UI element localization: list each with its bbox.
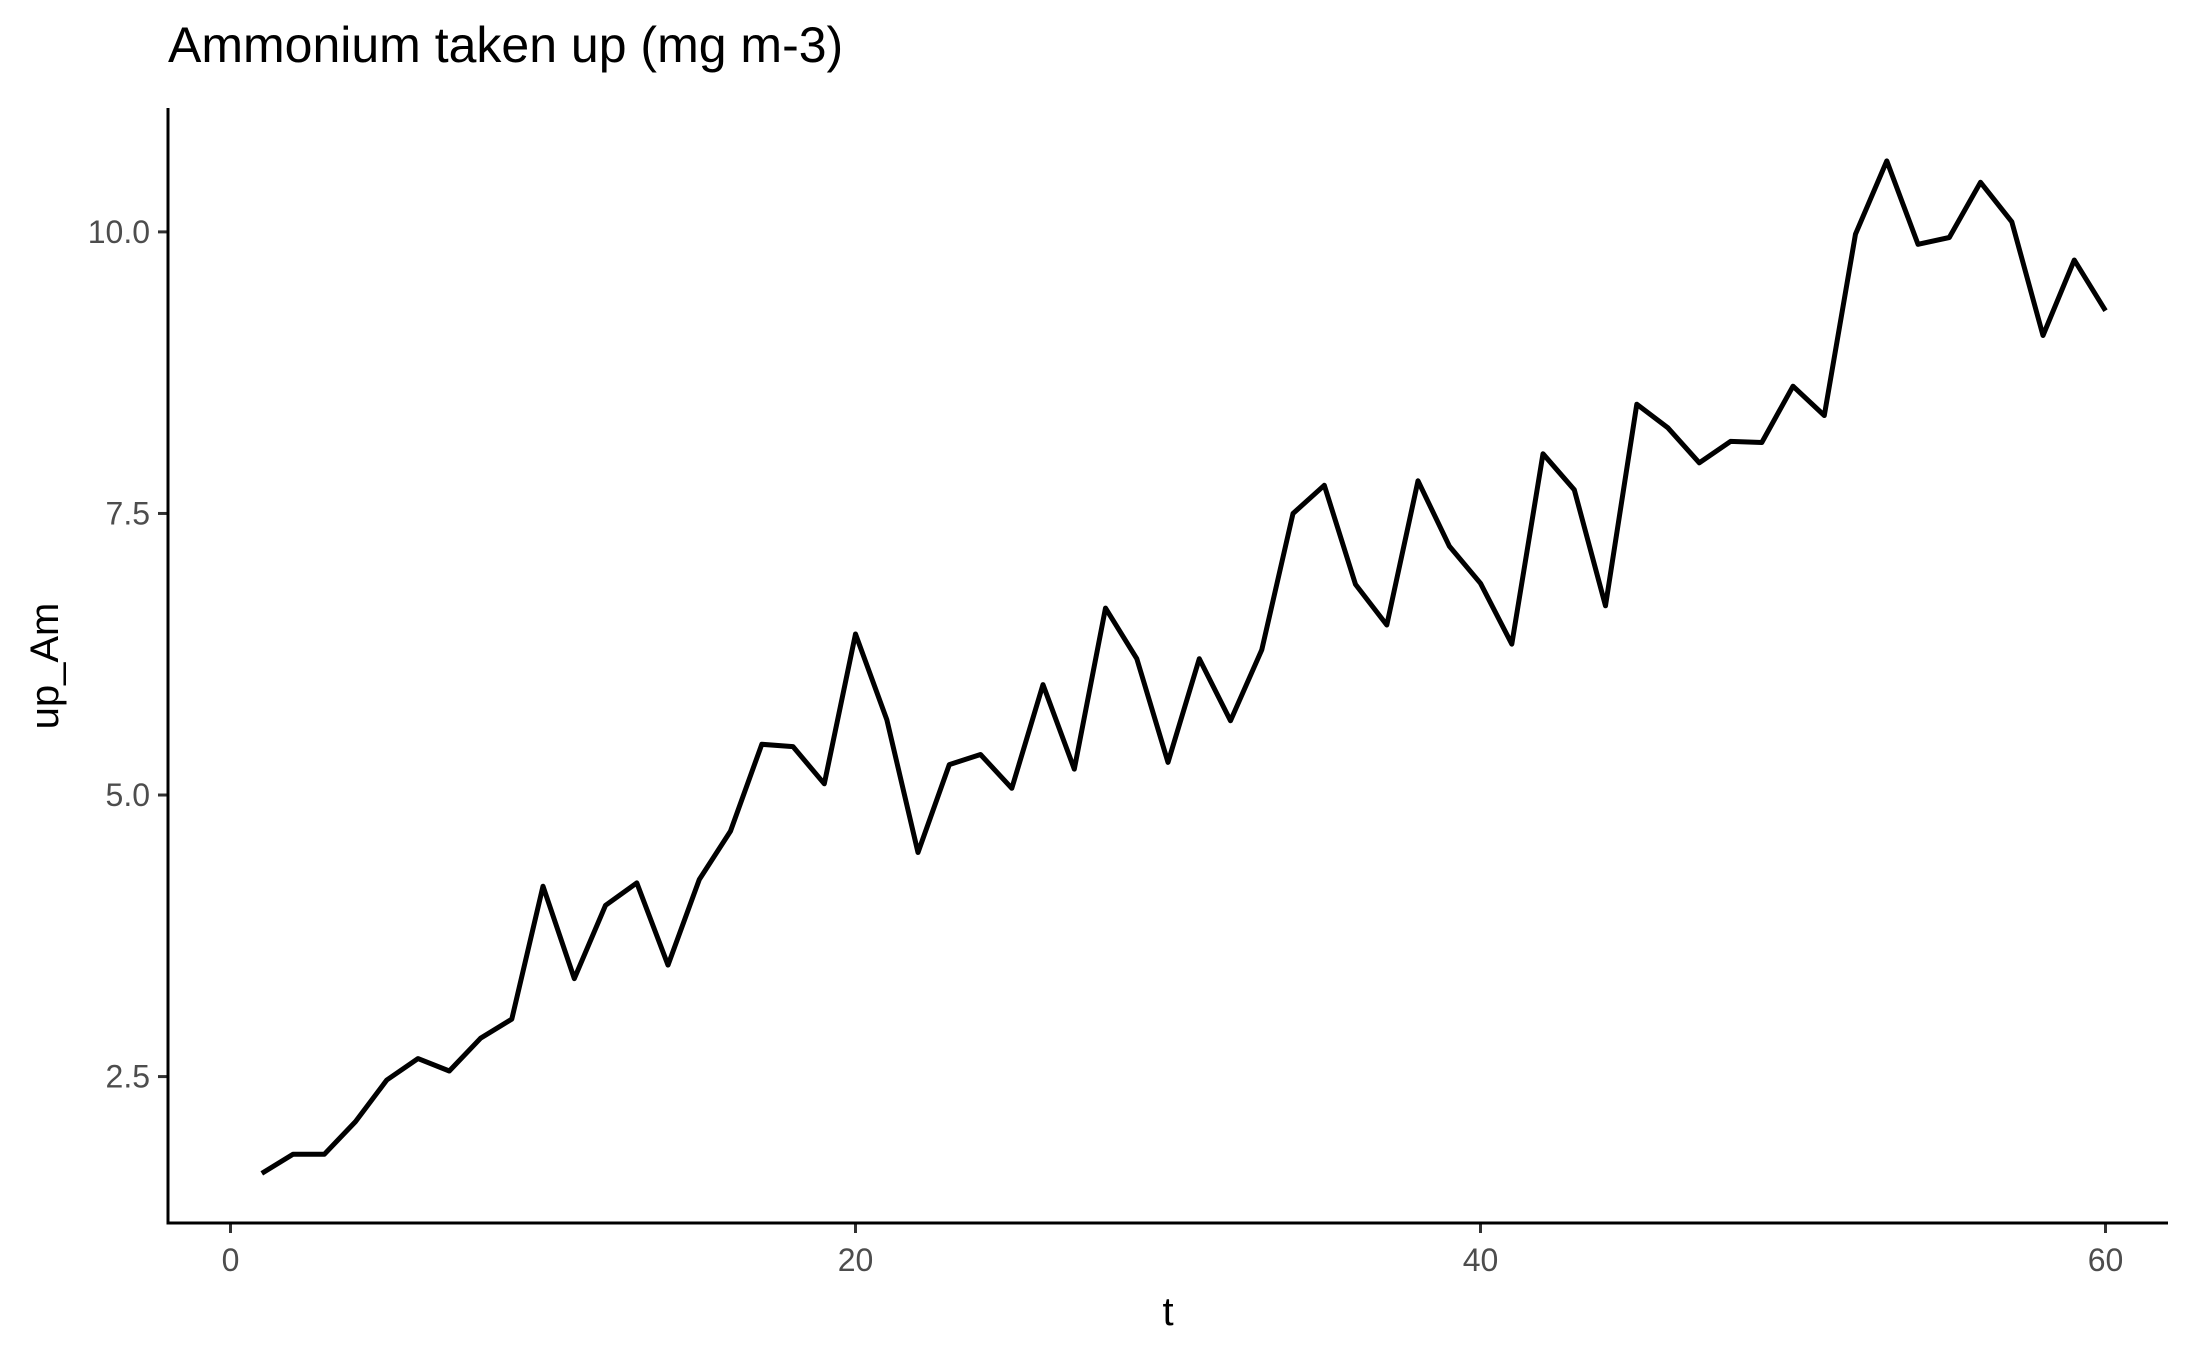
x-axis-title: t: [1162, 1290, 1173, 1334]
x-tick-label: 60: [2088, 1242, 2124, 1278]
y-axis-title: up_Am: [23, 603, 67, 730]
chart-title: Ammonium taken up (mg m-3): [168, 17, 843, 73]
x-axis-ticks: 0 20 40 60: [222, 1223, 2124, 1278]
series-line: [260, 158, 2108, 1176]
x-tick-label: 0: [222, 1242, 240, 1278]
x-tick-label: 40: [1463, 1242, 1499, 1278]
y-tick-label: 5.0: [106, 777, 150, 813]
y-tick-label: 2.5: [106, 1059, 150, 1095]
x-tick-label: 20: [838, 1242, 874, 1278]
y-axis-ticks: 2.5 5.0 7.5 10.0: [88, 214, 168, 1095]
y-tick-label: 7.5: [106, 495, 150, 531]
y-tick-label: 10.0: [88, 214, 150, 250]
